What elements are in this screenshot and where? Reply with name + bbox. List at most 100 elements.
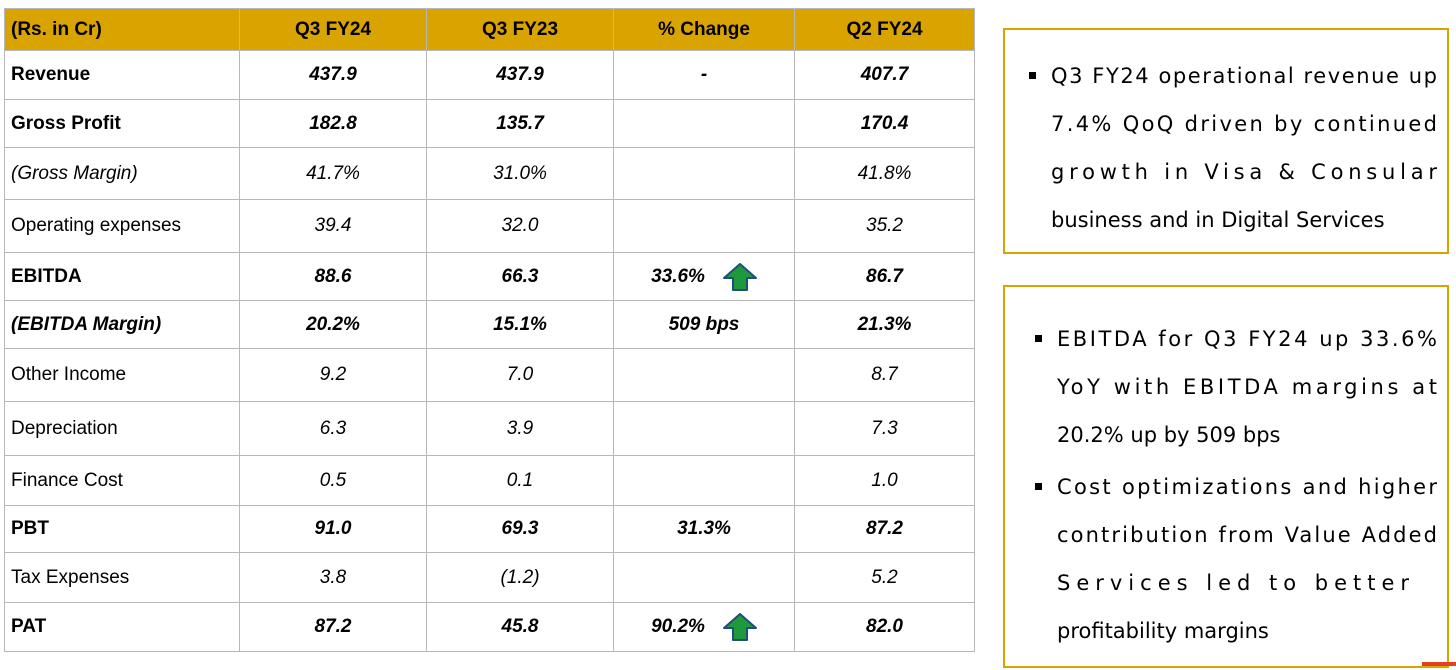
bullet-line: 20.2% up by 509 bps [1057,423,1281,447]
square-bullet-icon [1029,72,1036,79]
table-header-row: (Rs. in Cr) Q3 FY24 Q3 FY23 % Change Q2 … [4,8,975,51]
bullet-line: 7.4% QoQ driven by continued [1051,112,1440,136]
cell-q2fy24: 7.3 [794,401,975,456]
header-q3fy24: Q3 FY24 [239,8,427,51]
cell-pct-change [613,147,795,200]
cell-q3fy23: 135.7 [426,99,614,148]
row-label: Finance Cost [4,455,240,506]
cell-pct-change: 90.2% [613,602,795,652]
table-row: Depreciation 6.3 3.9 7.3 [4,401,975,456]
cell-q3fy23: 45.8 [426,602,614,652]
header-q3fy23: Q3 FY23 [426,8,614,51]
cell-q2fy24: 87.2 [794,505,975,553]
cell-q3fy24: 91.0 [239,505,427,553]
up-arrow-icon [722,262,757,291]
row-label: Operating expenses [4,199,240,253]
cell-q3fy24: 9.2 [239,348,427,402]
row-label: PBT [4,505,240,553]
cell-pct-change [613,99,795,148]
cell-q3fy23: 31.0% [426,147,614,200]
cell-q3fy23: 7.0 [426,348,614,402]
cell-q3fy23: 69.3 [426,505,614,553]
corner-accent [1422,662,1456,666]
pct-change-value: 90.2% [651,616,705,637]
cell-q3fy23: 3.9 [426,401,614,456]
cell-q3fy23: 15.1% [426,300,614,349]
header-pct-change: % Change [613,8,795,51]
cell-q2fy24: 1.0 [794,455,975,506]
bullet-line: growth in Visa & Consular [1051,160,1442,184]
table-row: PBT 91.0 69.3 31.3% 87.2 [4,505,975,553]
cell-q2fy24: 5.2 [794,552,975,603]
row-label: Depreciation [4,401,240,456]
row-label: Tax Expenses [4,552,240,603]
pct-change-value: 33.6% [651,265,705,287]
cell-q3fy24: 20.2% [239,300,427,349]
cell-pct-change [613,455,795,506]
cell-q2fy24: 35.2 [794,199,975,253]
bullet-line: YoY with EBITDA margins at [1057,375,1441,399]
header-unit: (Rs. in Cr) [4,8,240,51]
bullet-line: profitability margins [1057,619,1269,643]
cell-q2fy24: 82.0 [794,602,975,652]
cell-pct-change [613,199,795,253]
table-row: Finance Cost 0.5 0.1 1.0 [4,455,975,506]
row-label: Gross Profit [4,99,240,148]
row-label: (EBITDA Margin) [4,300,240,349]
cell-pct-change: 31.3% [613,505,795,553]
cell-q3fy24: 39.4 [239,199,427,253]
bullet-line: Q3 FY24 operational revenue up [1051,64,1439,88]
bullet-line: EBITDA for Q3 FY24 up 33.6% [1057,327,1440,351]
cell-q3fy23: (1.2) [426,552,614,603]
cell-q3fy23: 32.0 [426,199,614,253]
cell-pct-change: 33.6% [613,252,795,301]
bullet-line: Cost optimizations and higher [1057,475,1440,499]
cell-q2fy24: 86.7 [794,252,975,301]
table-row: (Gross Margin) 41.7% 31.0% 41.8% [4,147,975,200]
table-row: Gross Profit 182.8 135.7 170.4 [4,99,975,148]
table-row: (EBITDA Margin) 20.2% 15.1% 509 bps 21.3% [4,300,975,349]
cell-q3fy24: 3.8 [239,552,427,603]
bullet-line: contribution from Value Added [1057,523,1440,547]
cell-q3fy24: 437.9 [239,50,427,100]
table-row: PAT 87.2 45.8 90.2% 82.0 [4,602,975,652]
cell-pct-change [613,348,795,402]
bullet-line: business and in Digital Services [1051,208,1385,232]
commentary-box-revenue: Q3 FY24 operational revenue up 7.4% QoQ d… [1003,28,1449,254]
table-row: EBITDA 88.6 66.3 33.6% 86.7 [4,252,975,301]
square-bullet-icon [1035,335,1042,342]
table-row: Revenue 437.9 437.9-407.7 [4,50,975,100]
cell-pct-change: 509 bps [613,300,795,349]
cell-q2fy24: 170.4 [794,99,975,148]
up-arrow-icon [722,613,757,641]
cell-q3fy24: 41.7% [239,147,427,200]
bullet-point: Cost optimizations and higher contributio… [1035,463,1440,655]
cell-q3fy23: 0.1 [426,455,614,506]
financial-summary-table: (Rs. in Cr) Q3 FY24 Q3 FY23 % Change Q2 … [4,8,975,652]
cell-q3fy24: 0.5 [239,455,427,506]
cell-pct-change: - [613,50,795,100]
bullet-point: EBITDA for Q3 FY24 up 33.6% YoY with EBIT… [1035,315,1441,459]
table-row: Tax Expenses 3.8 (1.2) 5.2 [4,552,975,603]
cell-q3fy24: 182.8 [239,99,427,148]
table-row: Operating expenses 39.4 32.0 35.2 [4,199,975,253]
header-q2fy24: Q2 FY24 [794,8,975,51]
cell-q2fy24: 21.3% [794,300,975,349]
row-label: (Gross Margin) [4,147,240,200]
cell-q3fy24: 88.6 [239,252,427,301]
square-bullet-icon [1035,483,1042,490]
commentary-box-ebitda: EBITDA for Q3 FY24 up 33.6% YoY with EBIT… [1003,285,1449,668]
row-label: EBITDA [4,252,240,301]
cell-q3fy23: 437.9 [426,50,614,100]
cell-q2fy24: 8.7 [794,348,975,402]
bullet-line: Services led to better [1057,571,1416,595]
row-label: Revenue [4,50,240,100]
bullet-point: Q3 FY24 operational revenue up 7.4% QoQ d… [1029,52,1442,244]
row-label: PAT [4,602,240,652]
table-row: Other Income 9.2 7.0 8.7 [4,348,975,402]
cell-q3fy23: 66.3 [426,252,614,301]
cell-q2fy24: 407.7 [794,50,975,100]
cell-pct-change [613,552,795,603]
cell-q3fy24: 87.2 [239,602,427,652]
row-label: Other Income [4,348,240,402]
